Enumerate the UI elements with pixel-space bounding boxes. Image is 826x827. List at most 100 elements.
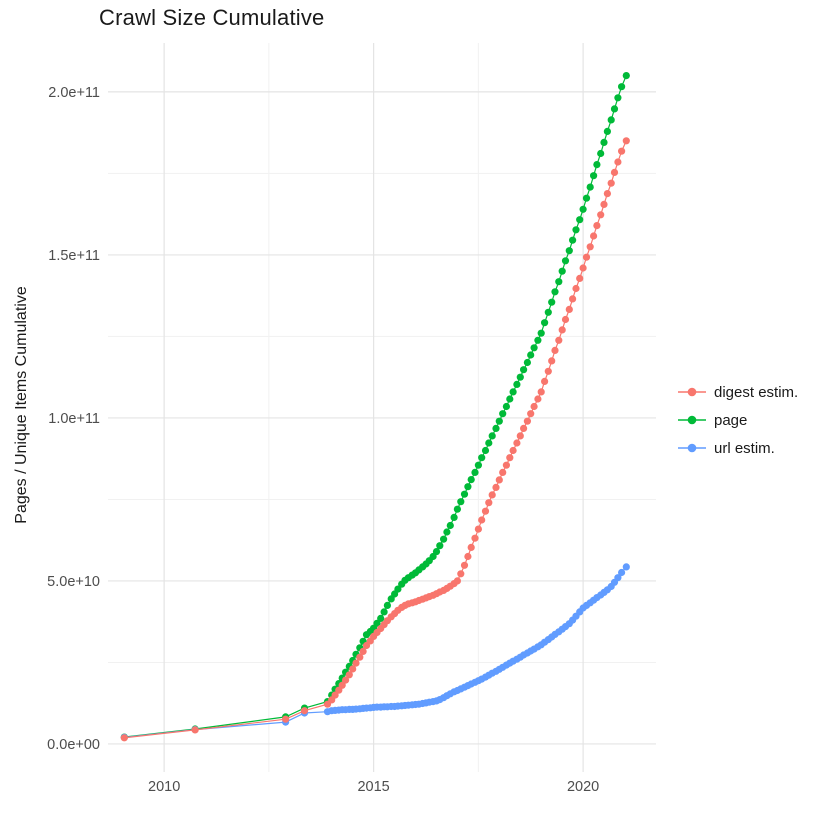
legend-label: url estim. (714, 440, 775, 457)
data-point (352, 659, 360, 667)
data-point (600, 138, 608, 146)
data-point (534, 395, 542, 403)
data-point (534, 336, 542, 344)
data-point (436, 542, 444, 550)
data-point (586, 243, 594, 251)
x-tick-label: 2020 (567, 779, 599, 795)
data-point (582, 253, 591, 261)
data-point (506, 395, 514, 403)
x-axis-tick-labels: 2010 2015 2020 (148, 779, 599, 795)
data-point (474, 461, 482, 469)
legend: digest estim. page url estim. (678, 384, 798, 457)
series-url-estim (120, 563, 630, 742)
data-point (432, 548, 441, 556)
data-point (603, 127, 612, 135)
data-point (509, 446, 517, 455)
data-point (345, 671, 353, 679)
data-point (523, 358, 532, 367)
data-point (120, 734, 128, 742)
data-point (582, 194, 591, 202)
gridlines-major (108, 43, 656, 772)
data-point (440, 535, 448, 543)
data-point (359, 647, 367, 656)
data-point (516, 432, 524, 440)
x-tick-label: 2015 (357, 779, 389, 795)
data-point (513, 439, 521, 447)
data-point (513, 380, 521, 388)
data-point (593, 222, 601, 230)
data-point (443, 528, 451, 536)
data-point (502, 461, 510, 469)
data-point (618, 83, 626, 91)
series-line (124, 140, 627, 739)
data-point (481, 507, 490, 515)
y-tick-label: 0.0e+00 (47, 737, 100, 753)
x-tick-label: 2010 (148, 779, 180, 795)
legend-key-point (687, 415, 697, 425)
data-point (499, 468, 507, 476)
data-point (622, 137, 630, 145)
data-point (485, 499, 493, 507)
data-point (614, 574, 622, 582)
data-point (488, 432, 496, 440)
y-tick-label: 1.5e+11 (48, 248, 100, 264)
data-point (457, 498, 465, 506)
data-point (380, 608, 388, 616)
y-tick-label: 5.0e+10 (47, 574, 100, 590)
legend-label: page (714, 412, 747, 429)
data-point (457, 570, 465, 578)
data-point (282, 715, 290, 723)
data-point (464, 552, 472, 561)
data-point (622, 72, 630, 80)
data-point (597, 211, 605, 219)
legend-key-point (687, 443, 697, 453)
data-point (495, 417, 503, 425)
data-point (597, 149, 605, 158)
series-page (120, 72, 630, 741)
data-point (600, 200, 608, 208)
data-point (541, 319, 549, 327)
data-point (569, 295, 577, 303)
data-point (610, 105, 619, 113)
data-point (607, 116, 615, 124)
data-point (471, 468, 479, 476)
data-point (506, 454, 514, 462)
series-line (124, 566, 627, 738)
gridlines-minor (108, 43, 656, 772)
series-digest-estim (120, 137, 630, 742)
data-point (331, 691, 339, 699)
y-tick-label: 2.0e+11 (48, 85, 100, 101)
data-point (492, 424, 500, 432)
data-point (478, 516, 486, 524)
data-point (191, 726, 199, 734)
data-point (478, 454, 486, 462)
data-point (579, 264, 587, 272)
data-point (349, 665, 357, 673)
data-point (527, 410, 535, 418)
data-point (555, 336, 563, 344)
data-point (530, 402, 538, 411)
data-point (537, 329, 545, 337)
y-tick-label: 1.0e+11 (48, 411, 100, 427)
data-point (356, 653, 364, 661)
data-point (471, 534, 479, 542)
data-point (614, 158, 622, 166)
data-point (558, 326, 566, 334)
data-point (460, 490, 469, 498)
data-point (523, 417, 532, 425)
data-point (537, 388, 545, 396)
data-point (551, 288, 559, 296)
data-point (544, 367, 552, 375)
data-point (460, 561, 469, 569)
data-point (569, 236, 577, 244)
data-point (561, 257, 570, 265)
data-point (614, 94, 622, 102)
legend-item-page: page (678, 412, 747, 429)
legend-label: digest estim. (714, 384, 798, 401)
data-point (541, 377, 549, 385)
data-point (610, 168, 619, 176)
data-point (467, 476, 475, 484)
data-point (488, 491, 496, 499)
data-point (492, 483, 500, 491)
